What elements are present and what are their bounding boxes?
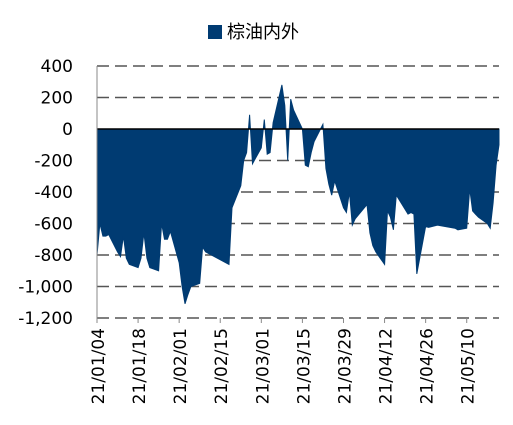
- x-tick-label: 21/01/04: [89, 328, 109, 404]
- x-tick-label: 21/04/26: [418, 328, 438, 404]
- y-tick-label: 0: [62, 120, 73, 140]
- x-tick-label: 21/02/15: [212, 328, 232, 404]
- legend: 棕油内外: [208, 22, 299, 43]
- x-tick-label: 21/03/01: [253, 328, 273, 404]
- x-tick-label: 21/03/29: [336, 328, 356, 404]
- y-axis-ticks: 400 200 0 -200 -400 -600 -800 -1,000 -1,200: [18, 57, 73, 329]
- x-tick-label: 21/02/01: [171, 328, 191, 404]
- series-area: [96, 84, 500, 304]
- y-tick-label: -1,000: [18, 278, 73, 298]
- y-tick-label: 200: [41, 89, 73, 109]
- plot-area: [96, 84, 500, 304]
- x-tick-label: 21/03/15: [294, 328, 314, 404]
- x-tick-label: 21/05/10: [459, 328, 479, 404]
- y-tick-label: -600: [34, 215, 73, 235]
- x-axis-ticks: 21/01/04 21/01/18 21/02/01 21/02/15 21/03/01…: [89, 318, 479, 404]
- x-tick-label: 21/04/12: [377, 328, 397, 404]
- legend-label: 棕油内外: [227, 22, 299, 43]
- y-tick-label: -400: [34, 183, 73, 203]
- y-tick-label: -200: [34, 152, 73, 172]
- y-tick-label: -800: [34, 246, 73, 266]
- y-tick-label: -1,200: [18, 309, 73, 329]
- axes: [96, 66, 499, 318]
- x-tick-label: 21/01/18: [130, 328, 150, 404]
- y-tick-label: 400: [41, 57, 73, 77]
- legend-swatch: [208, 25, 222, 39]
